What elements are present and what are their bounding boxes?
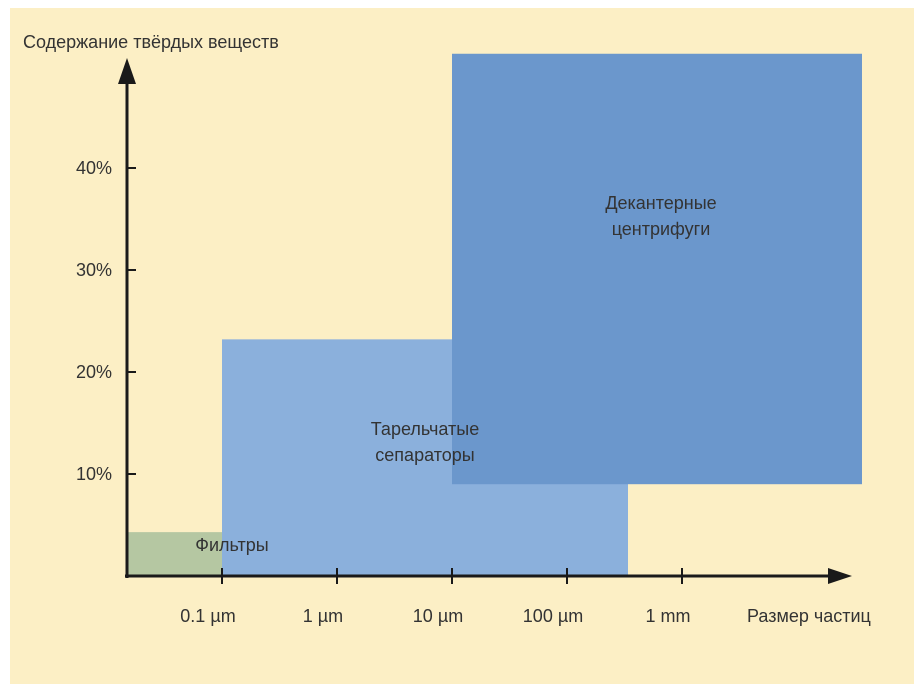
region-3 — [452, 53, 862, 485]
y-tick-label-10: 10% — [76, 464, 112, 484]
x-axis-arrow — [828, 568, 852, 584]
regions-layer: Фильтры Тарельчатые сепараторы Декантерные ц… — [127, 53, 862, 576]
x-tick-label-2: 1 µm — [303, 606, 343, 626]
y-ticks-layer: 10% 20% 30% 40% — [76, 158, 136, 484]
region-label-1-line-1: Фильтры — [195, 535, 268, 555]
y-tick-label-30: 30% — [76, 260, 112, 280]
y-tick-label-40: 40% — [76, 158, 112, 178]
chart-frame: Фильтры Тарельчатые сепараторы Декантерные ц… — [10, 8, 914, 684]
region-label-3-line-1: Декантерные — [605, 193, 716, 213]
region-label-2-line-2: сепараторы — [375, 445, 474, 465]
region-label-3-line-2: центрифуги — [612, 219, 711, 239]
x-tick-label-1: 0.1 µm — [180, 606, 235, 626]
x-tick-label-3: 10 µm — [413, 606, 463, 626]
y-axis-label: Содержание твёрдых веществ — [23, 32, 279, 52]
x-axis-label: Размер частиц — [747, 606, 871, 626]
region-label-2-line-1: Тарельчатые — [371, 419, 479, 439]
chart-svg: Фильтры Тарельчатые сепараторы Декантерные ц… — [10, 8, 914, 684]
x-tick-label-5: 1 mm — [646, 606, 691, 626]
x-ticks-layer: 0.1 µm 1 µm 10 µm 100 µm 1 mm — [180, 568, 691, 626]
y-axis-arrow — [118, 58, 136, 84]
y-tick-label-20: 20% — [76, 362, 112, 382]
x-tick-label-4: 100 µm — [523, 606, 583, 626]
